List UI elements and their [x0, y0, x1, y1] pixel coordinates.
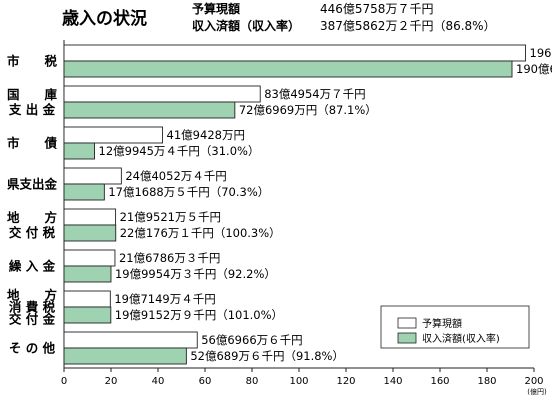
data-label-received: 12億9945万４千円（31.0%） — [99, 144, 260, 158]
summary-received-label: 収入済額（収入率） — [192, 18, 300, 33]
bar-budget — [63, 290, 111, 308]
data-label-budget: 24億4052万４千円 — [125, 169, 226, 183]
data-label-received: 190億6439万３千円（97.1%） — [516, 62, 552, 76]
summary-budget-value: 446億5758万７千円 — [320, 2, 433, 16]
x-tick-label: 0 — [61, 376, 67, 387]
summary-budget-label: 予算現額 — [192, 1, 240, 16]
category-label: 市 税 — [7, 54, 58, 69]
bar-budget — [63, 167, 122, 185]
x-tick-label: 100 — [289, 376, 308, 387]
x-tick-label: 120 — [336, 376, 355, 387]
data-label-budget: 21億6786万３千円 — [119, 251, 220, 265]
category-label: 交 付 金 — [9, 312, 56, 327]
legend: 予算現額 収入済額(収入率) — [380, 305, 530, 349]
x-tick-label: 140 — [383, 376, 402, 387]
bar-received — [63, 306, 112, 324]
category-label: 繰 入 金 — [9, 259, 56, 274]
data-label-received: 52億689万６千円（91.8%） — [190, 349, 344, 363]
data-label-received: 22億176万１千円（100.3%） — [120, 226, 281, 240]
category-label: 交 付 税 — [9, 225, 56, 240]
data-label-received: 19億9954万３千円（92.2%） — [115, 267, 276, 281]
bar-received — [63, 347, 187, 365]
chart-title: 歳入の状況 — [62, 8, 147, 29]
x-tick-label: 20 — [105, 376, 118, 387]
x-tick-label: 200 — [524, 376, 543, 387]
plot-area: 0 20 40 60 80 100 120 140 160 180 200(億円) 市 税 196億40… — [7, 40, 552, 396]
bar-received — [63, 60, 513, 78]
x-tick-label: 180 — [477, 376, 496, 387]
category-label: 地 方 — [7, 210, 57, 225]
legend-label-received: 収入済額(収入率) — [422, 332, 500, 345]
bar-received — [63, 101, 236, 119]
bar-budget — [63, 126, 164, 144]
data-label-received: 17億1688万５千円（70.3%） — [108, 185, 269, 199]
bar-received — [63, 224, 117, 242]
category-label: 市 債 — [7, 136, 58, 151]
category-label: 支 出 金 — [8, 102, 56, 117]
x-tick-label: 160 — [430, 376, 449, 387]
data-label-budget: 41億9428万円 — [167, 128, 245, 142]
x-axis-unit: (億円) — [527, 387, 547, 396]
x-tick-label: 40 — [152, 376, 165, 387]
bar-received — [63, 183, 105, 201]
category-label: 国 庫 — [7, 87, 58, 102]
x-tick-label: 80 — [246, 376, 259, 387]
bar-received — [63, 265, 112, 283]
x-tick-label: 60 — [199, 376, 212, 387]
category-label: 消 費 税 — [9, 300, 56, 315]
category-label: そ の 他 — [9, 341, 56, 356]
bar-budget — [63, 331, 198, 349]
data-label-budget: 56億6966万６千円 — [201, 333, 302, 347]
bar-budget — [63, 249, 116, 267]
data-label-budget: 21億9521万５千円 — [120, 210, 221, 224]
bar-budget — [63, 85, 261, 103]
summary-received-value: 387億5862万２千円（86.8%） — [320, 19, 496, 33]
data-label-received: 72億6969万円（87.1%） — [239, 103, 377, 117]
bar-budget — [63, 44, 526, 62]
category-label: 地 方 — [7, 288, 57, 303]
category-label: 県支出金 — [7, 177, 58, 192]
data-label-budget: 196億4049万２千円 — [530, 46, 552, 60]
legend-swatch-received — [397, 332, 417, 344]
legend-swatch-budget — [397, 317, 417, 329]
data-label-budget: 19億7149万４千円 — [114, 292, 215, 306]
bar-budget — [63, 208, 117, 226]
data-label-budget: 83億4954万７千円 — [264, 87, 365, 101]
data-label-received: 19億9152万９千円（101.0%） — [115, 308, 283, 322]
legend-label-budget: 予算現額 — [422, 317, 462, 330]
bar-received — [63, 142, 95, 160]
